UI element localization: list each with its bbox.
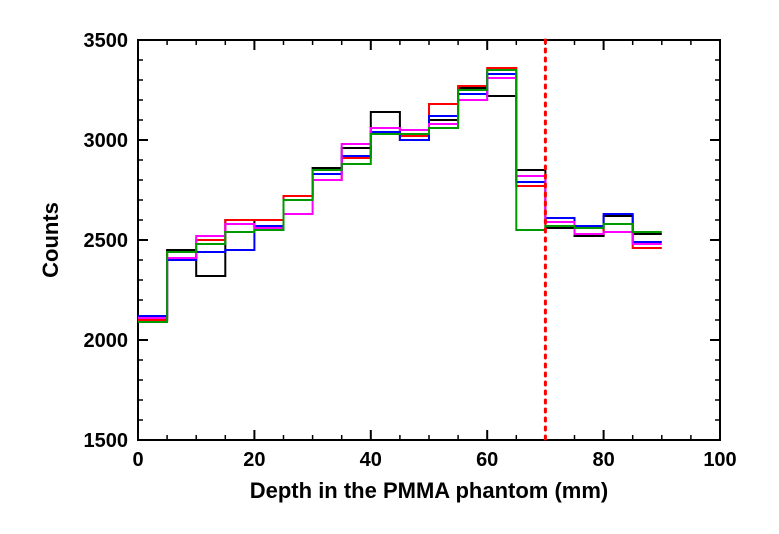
series-s3 [138, 74, 662, 316]
ytick-label: 3000 [84, 130, 129, 152]
ytick-label: 2000 [84, 330, 129, 352]
series-s5 [138, 70, 662, 322]
xtick-label: 0 [132, 449, 143, 471]
y-axis-label: Counts [38, 202, 63, 278]
chart-container: 0 20 40 60 80 100 1500 2000 2500 3000 3500 Depth in… [0, 0, 779, 534]
ytick-label: 3500 [84, 30, 129, 52]
ytick-label: 2500 [84, 230, 129, 252]
series-s1 [138, 88, 662, 320]
xtick-label: 20 [243, 449, 265, 471]
ytick-label: 1500 [84, 430, 129, 452]
xtick-label: 60 [476, 449, 498, 471]
xtick-label: 100 [703, 449, 736, 471]
chart-svg: 0 20 40 60 80 100 1500 2000 2500 3000 3500 Depth in… [0, 0, 779, 534]
x-axis-label: Depth in the PMMA phantom (mm) [250, 478, 609, 503]
xtick-label: 40 [360, 449, 382, 471]
xtick-label: 80 [592, 449, 614, 471]
series-s2 [138, 68, 662, 320]
